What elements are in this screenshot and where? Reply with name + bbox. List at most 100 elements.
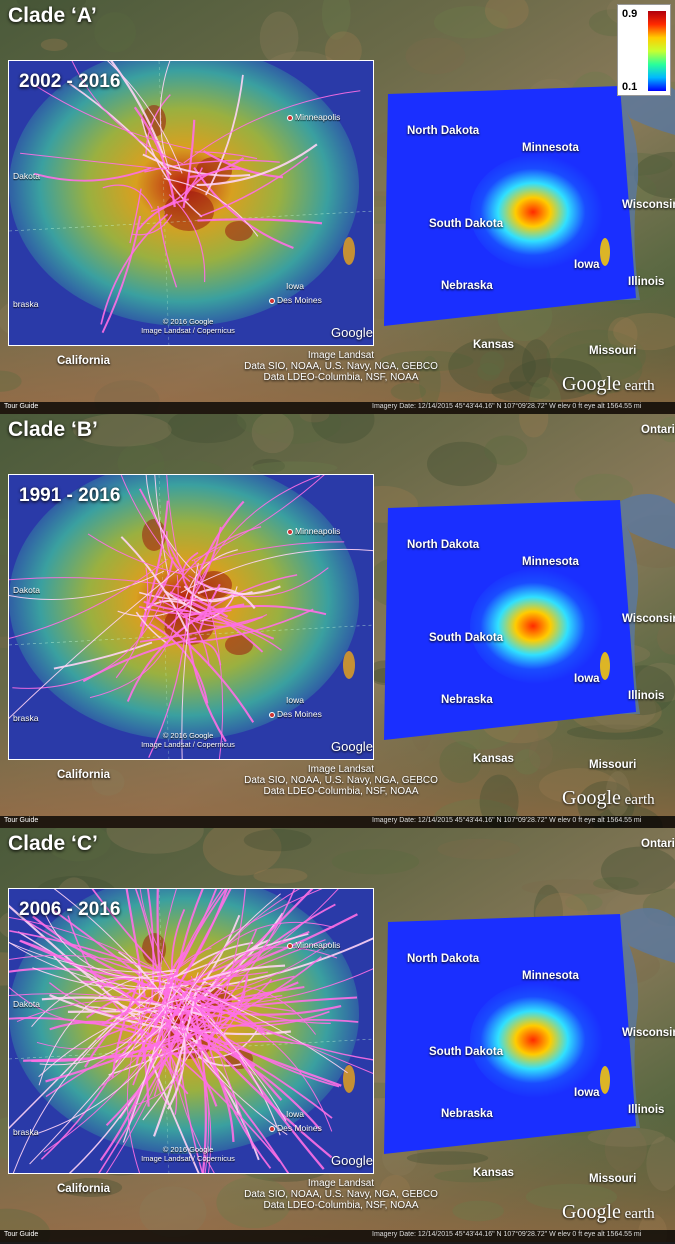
trajectory-path [166, 475, 180, 564]
trajectory-path [150, 167, 203, 213]
trajectory-path [157, 205, 178, 288]
trajectory-path [168, 999, 212, 1173]
trajectory-path [169, 591, 264, 653]
trajectory-path [131, 214, 173, 236]
trajectory-path [115, 567, 149, 679]
inset-google-logo: Google [331, 739, 373, 754]
trajectory-path [180, 968, 373, 1008]
trajectory-path [164, 1022, 218, 1107]
inset-label-iowa: Iowa [286, 281, 304, 291]
trajectory-path [160, 1004, 288, 1136]
trajectory-path [23, 918, 197, 984]
trajectory-path [34, 167, 152, 182]
city-name: Minneapolis [295, 526, 341, 536]
trajectory-path [9, 986, 178, 1025]
trajectory-path [40, 905, 175, 979]
date-range-label: 2002 - 2016 [19, 71, 121, 92]
city-name: Des Moines [277, 295, 322, 305]
state-label-illinois: Illinois [628, 1104, 665, 1116]
inset-copyright-line-0: © 2016 Google [162, 731, 214, 740]
trajectory-path [129, 188, 142, 244]
trajectory-path [181, 984, 348, 1074]
google-earth-logo-earth: earth [620, 1206, 655, 1222]
trajectory-path [194, 151, 258, 160]
trajectory-path [133, 106, 176, 208]
city-name: Des Moines [277, 1123, 322, 1133]
city-marker-icon [269, 711, 275, 718]
credit-line-0: Image Landsat [307, 350, 375, 361]
tour-guide-button[interactable]: Tour Guide [4, 817, 39, 824]
trajectory-path [199, 156, 309, 218]
credit-line-0: Image Landsat [307, 1178, 375, 1189]
trajectory-path [29, 984, 183, 1165]
trajectory-path [9, 558, 168, 639]
trajectory-path [38, 997, 190, 1078]
trajectory-path [163, 178, 259, 237]
credit-line-1: Data SIO, NOAA, U.S. Navy, NGA, GEBCO [244, 361, 438, 372]
map-panel-2: North Dakota Minnesota South Dakota Wiscons… [0, 828, 675, 1242]
state-label-wisconsin: Wisconsin [622, 1027, 675, 1039]
trajectory-path [139, 616, 263, 643]
trajectory-path [175, 976, 210, 1173]
trajectory-path [197, 587, 256, 609]
state-label-south-dakota: South Dakota [429, 632, 504, 644]
inset-copyright: © 2016 Google Image Landsat / Copernicus [133, 317, 243, 335]
trajectory-path [144, 600, 187, 611]
trajectory-path [185, 614, 227, 743]
trajectory-path [196, 1040, 235, 1143]
google-earth-logo: Google earth [562, 787, 655, 810]
state-label-california: California [57, 1183, 111, 1195]
trajectory-path [100, 213, 169, 325]
state-label-kansas: Kansas [473, 1167, 514, 1179]
trajectory-path [95, 1006, 188, 1041]
colorbar-max-label: 0.9 [622, 8, 638, 20]
status-bar: Tour Guide Imagery Date: 12/14/2015 45°43… [0, 816, 675, 828]
credit-line-1: Data SIO, NOAA, U.S. Navy, NGA, GEBCO [244, 775, 438, 786]
trajectory-path [32, 967, 189, 990]
trajectory-path [175, 889, 323, 971]
trajectory-inset-map: 2006 - 2016 Minneapolis Des Moines Dakota br… [8, 888, 374, 1174]
trajectory-path [183, 549, 238, 606]
state-label-iowa: Iowa [574, 1087, 600, 1099]
inset-copyright-line-0: © 2016 Google [162, 317, 214, 326]
trajectory-path [193, 167, 294, 249]
tour-guide-button[interactable]: Tour Guide [4, 403, 39, 410]
google-earth-logo-earth: earth [620, 792, 655, 808]
inset-copyright-line-1: Image Landsat / Copernicus [141, 740, 235, 749]
state-label-kansas: Kansas [473, 339, 514, 351]
state-label-north-dakota: North Dakota [407, 953, 480, 965]
colorbar-gradient [648, 11, 666, 91]
trajectory-path [12, 593, 166, 689]
trajectory-path [115, 1008, 179, 1036]
trajectory-path [148, 619, 188, 758]
trajectory-path [126, 614, 203, 702]
trajectory-path [174, 985, 317, 1035]
trajectory-path [31, 1035, 193, 1063]
trajectory-path [192, 1024, 333, 1159]
trajectory-inset-map: 1991 - 2016 Minneapolis Des Moines Dakota br… [8, 474, 374, 760]
state-label-nebraska: Nebraska [441, 694, 493, 706]
trajectory-path [188, 567, 329, 598]
trajectory-path [165, 993, 215, 1173]
trajectory-path [87, 533, 181, 575]
trajectory-path [9, 568, 180, 719]
trajectory-path [133, 1008, 187, 1107]
trajectory-path [100, 977, 148, 990]
trajectory-path [182, 551, 199, 595]
trajectory-path [101, 1007, 179, 1026]
trajectory-path [168, 194, 206, 283]
map-panel-0: North Dakota Minnesota South Dakota Wiscons… [0, 0, 675, 414]
tour-guide-button[interactable]: Tour Guide [4, 1231, 39, 1238]
trajectory-path [202, 150, 284, 179]
status-readout: Imagery Date: 12/14/2015 45°43'44.16" N … [372, 1231, 642, 1238]
trajectory-path [191, 475, 325, 562]
trajectory-path [197, 1004, 342, 1016]
trajectory-path [196, 143, 318, 187]
city-name: Minneapolis [295, 940, 341, 950]
state-label-south-dakota: South Dakota [429, 218, 504, 230]
trajectory-path [207, 997, 223, 1042]
trajectory-path [184, 997, 333, 1132]
trajectory-path [137, 198, 189, 231]
city-name: Minneapolis [295, 112, 341, 122]
trajectory-path [31, 976, 170, 1028]
